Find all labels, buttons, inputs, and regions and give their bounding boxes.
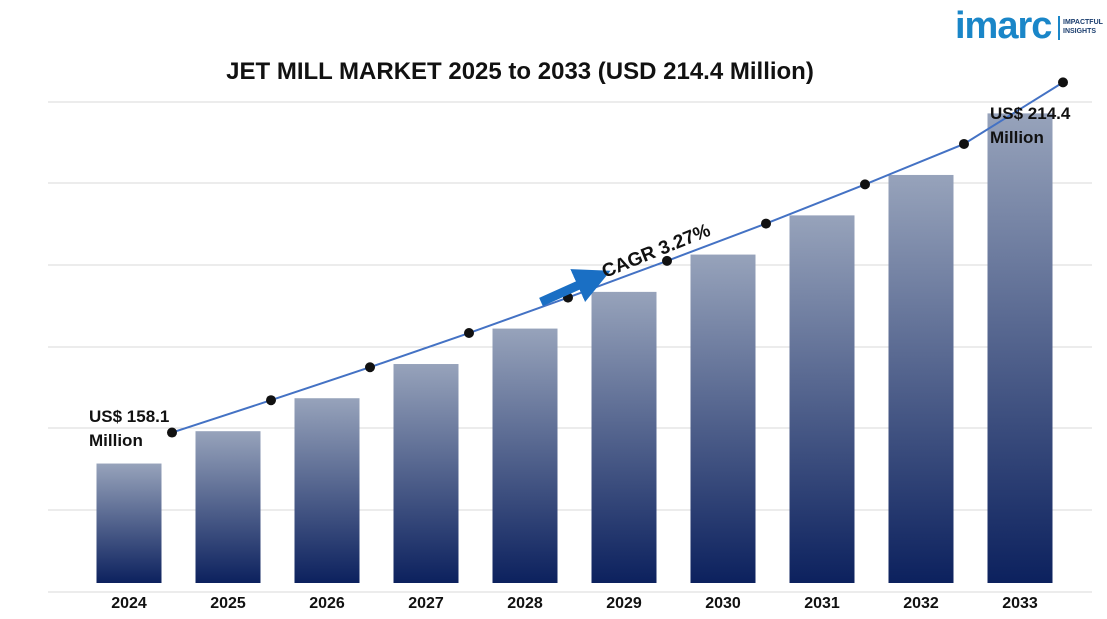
start-value-label: US$ 158.1 <box>89 407 169 426</box>
logo-word: imarc <box>955 5 1052 47</box>
bar <box>690 254 756 583</box>
bar <box>96 463 162 583</box>
x-tick-label: 2028 <box>507 595 543 612</box>
logo-divider <box>1058 16 1060 40</box>
x-tick-label: 2033 <box>1002 595 1038 612</box>
bar <box>591 291 657 583</box>
trend-marker <box>662 255 672 266</box>
trend-marker <box>167 427 177 438</box>
trend-polyline <box>171 81 1064 434</box>
end-value-unit: Million <box>990 128 1044 147</box>
x-tick-label: 2024 <box>111 595 147 612</box>
trend-marker <box>266 395 276 406</box>
bar <box>195 431 261 583</box>
x-tick-label: 2031 <box>804 595 840 612</box>
bar <box>294 398 360 583</box>
trend-line <box>167 77 1068 438</box>
trend-marker <box>365 362 375 373</box>
trend-marker <box>860 179 870 190</box>
bars <box>96 113 1053 584</box>
x-tick-label: 2030 <box>705 595 741 612</box>
logo-tagline: IMPACTFUL INSIGHTS <box>1063 18 1103 36</box>
trend-marker <box>761 218 771 229</box>
cagr-arrow <box>539 269 611 307</box>
bar <box>492 328 558 583</box>
x-tick-label: 2027 <box>408 595 444 612</box>
x-tick-label: 2032 <box>903 595 939 612</box>
x-tick-label: 2025 <box>210 595 246 612</box>
end-value-label: US$ 214.4 <box>990 104 1071 123</box>
trend-marker <box>464 328 474 339</box>
bar <box>888 174 954 583</box>
trend-marker <box>1058 77 1068 88</box>
x-axis-ticks: 2024 2025 2026 2027 2028 2029 2030 2031 2032 2033 <box>111 595 1038 612</box>
chart-title: JET MILL MARKET 2025 to 2033 (USD 214.4 … <box>226 58 814 85</box>
bar <box>393 364 459 583</box>
logo-tagline-2: INSIGHTS <box>1063 28 1097 35</box>
trend-marker <box>959 138 969 149</box>
bar <box>789 215 855 584</box>
logo-tagline-1: IMPACTFUL <box>1063 19 1103 26</box>
x-tick-label: 2026 <box>309 595 345 612</box>
start-value-unit: Million <box>89 431 143 450</box>
bar <box>987 113 1053 583</box>
x-tick-label: 2029 <box>606 595 642 612</box>
